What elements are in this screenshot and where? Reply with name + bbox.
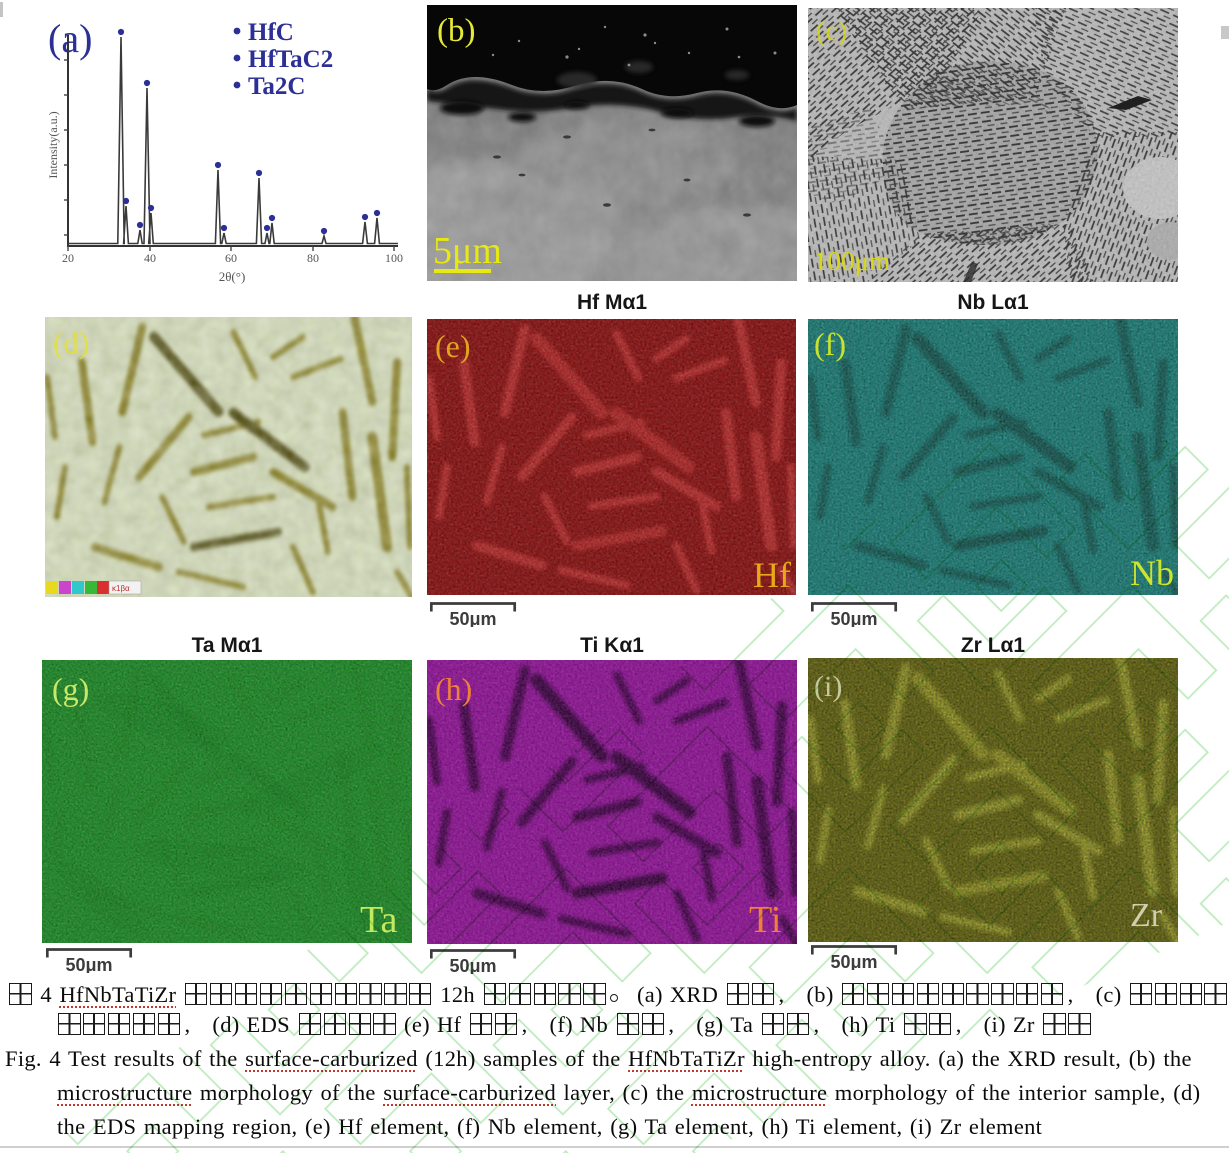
svg-text:Nb: Nb <box>1130 553 1174 593</box>
svg-text:Zr: Zr <box>1130 897 1163 934</box>
svg-text:50μm: 50μm <box>830 952 877 970</box>
svg-text:100: 100 <box>385 251 403 265</box>
svg-text:Ta: Ta <box>360 899 398 941</box>
svg-text:40: 40 <box>144 251 156 265</box>
svg-text:2θ(°): 2θ(°) <box>219 269 246 284</box>
svg-text:5μm: 5μm <box>433 230 502 272</box>
svg-text:(a): (a) <box>48 16 92 61</box>
svg-text:Intensity(a.u.): Intensity(a.u.) <box>46 111 60 178</box>
svg-text:(b): (b) <box>437 13 475 49</box>
svg-text:50μm: 50μm <box>449 609 496 627</box>
svg-text:100μm: 100μm <box>814 246 890 276</box>
svg-text:20: 20 <box>62 251 74 265</box>
svg-text:(h): (h) <box>435 671 472 707</box>
svg-text:50μm: 50μm <box>65 955 112 973</box>
svg-text:50μm: 50μm <box>449 956 496 974</box>
svg-text:κ1βα: κ1βα <box>112 584 130 593</box>
svg-text:60: 60 <box>225 251 237 265</box>
svg-text:80: 80 <box>307 251 319 265</box>
svg-text:(g): (g) <box>52 671 89 707</box>
svg-text:Hf: Hf <box>753 555 791 595</box>
svg-text:(i): (i) <box>814 670 842 703</box>
svg-text:(f): (f) <box>814 326 846 362</box>
svg-text:Ta2C: Ta2C <box>248 73 305 100</box>
svg-text:Ti: Ti <box>749 899 781 941</box>
svg-text:HfC: HfC <box>248 19 294 46</box>
svg-text:50μm: 50μm <box>830 609 877 627</box>
svg-text:(d): (d) <box>53 325 89 360</box>
svg-text:(c): (c) <box>816 16 847 47</box>
svg-text:HfTaC2: HfTaC2 <box>248 46 333 73</box>
svg-text:(e): (e) <box>435 328 471 364</box>
